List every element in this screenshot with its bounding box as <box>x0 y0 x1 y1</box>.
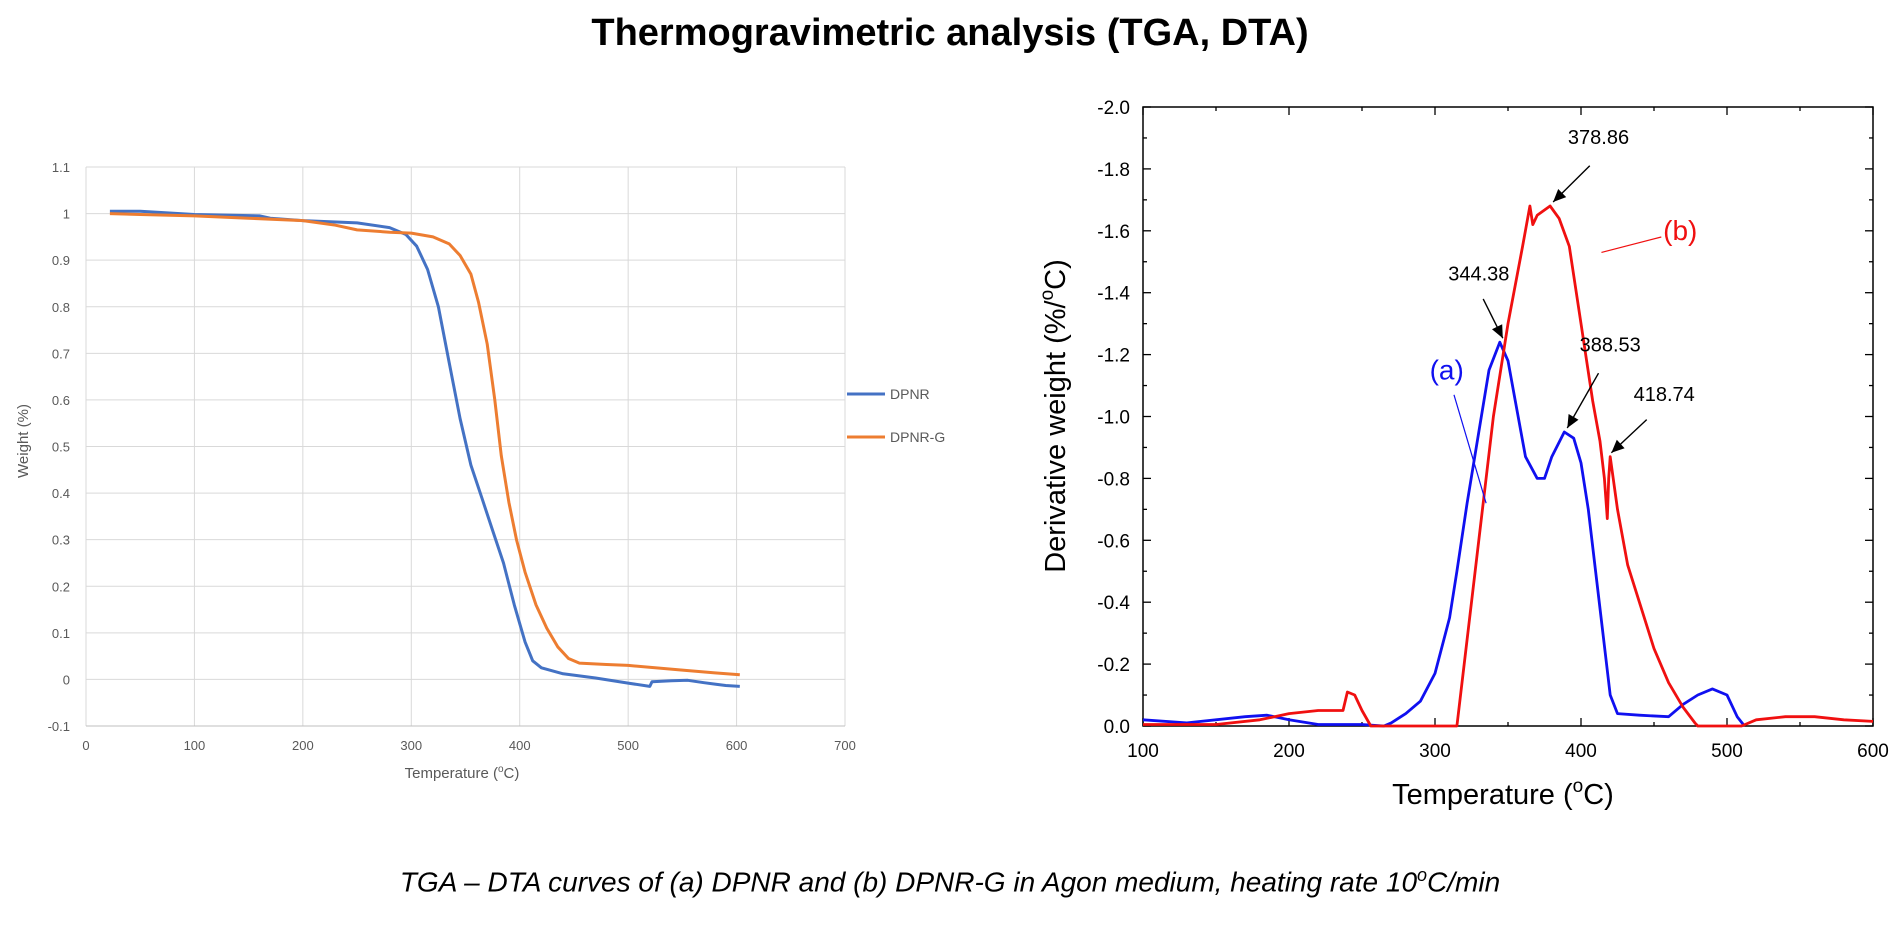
y-tick-label: 0.9 <box>52 253 70 268</box>
tga-series <box>109 209 740 688</box>
annotation-arrowhead <box>1567 414 1579 428</box>
series-label-b-leader <box>1601 236 1662 254</box>
y-tick-label: 0.2 <box>52 579 70 594</box>
x-tick-label: 100 <box>184 738 206 753</box>
tga-chart: 0 100 200 300 400 500 600 700 -0.1 0 0.1 0.2 0.3 0.4 0… <box>15 160 945 782</box>
x-tick-label: 300 <box>400 738 422 753</box>
annotation-arrowhead <box>1492 324 1503 339</box>
series-line-dpnr <box>109 209 740 688</box>
y-tick-label: -1.2 <box>1097 346 1130 367</box>
dta-series <box>1142 204 1874 728</box>
legend-label: DPNR <box>890 386 930 402</box>
y-tick-label: 0.4 <box>52 486 70 501</box>
x-tick-label: 100 <box>1127 741 1159 762</box>
tga-x-axis-label: Temperature (oC) <box>405 764 520 782</box>
y-tick-label: -1.8 <box>1097 160 1130 181</box>
page-title: Thermogravimetric analysis (TGA, DTA) <box>591 12 1309 54</box>
y-tick-label: -0.4 <box>1097 593 1130 614</box>
tga-y-axis-label: Weight (%) <box>15 404 32 478</box>
y-tick-label: 0 <box>63 672 70 687</box>
y-tick-label: -1.4 <box>1097 284 1130 305</box>
figure-caption: TGA – DTA curves of (a) DPNR and (b) DPN… <box>399 865 1501 898</box>
annotation-label: 388.53 <box>1580 335 1641 357</box>
x-tick-label: 500 <box>1711 741 1743 762</box>
x-tick-label: 200 <box>1273 741 1305 762</box>
y-tick-label: 1 <box>63 207 70 222</box>
y-tick-label: 1.1 <box>52 160 70 175</box>
x-tick-label: 600 <box>726 738 748 753</box>
y-tick-label: 0.8 <box>52 300 70 315</box>
x-tick-label: 200 <box>292 738 314 753</box>
y-tick-label: 0.7 <box>52 346 70 361</box>
y-tick-label: -2.0 <box>1097 98 1130 119</box>
x-tick-label: 0 <box>82 738 89 753</box>
annotation-label: 378.86 <box>1568 127 1629 149</box>
dta-axes <box>1142 106 1874 727</box>
dta-tick-labels: 100 200 300 400 500 600 0.0 -0.2 -0.4 -0.6 -0.8 -1.… <box>1097 98 1889 762</box>
x-tick-label: 400 <box>509 738 531 753</box>
y-tick-label: -0.1 <box>48 719 70 734</box>
annotation-arrowhead <box>1553 189 1567 202</box>
y-tick-label: 0.0 <box>1104 717 1130 738</box>
series-line <box>1143 204 1874 728</box>
annotation-label: 344.38 <box>1448 263 1509 285</box>
series-line-dpnr-g <box>109 212 740 677</box>
dta-chart: 100 200 300 400 500 600 0.0 -0.2 -0.4 -0.6 -0.8 -1.… <box>1037 98 1889 811</box>
tga-legend: DPNR DPNR-G <box>847 386 945 445</box>
annotation-label: 418.74 <box>1634 384 1695 406</box>
x-tick-label: 400 <box>1565 741 1597 762</box>
y-tick-label: 0.6 <box>52 393 70 408</box>
series-label-a-leader <box>1453 394 1487 504</box>
dta-x-axis-label: Temperature (oC) <box>1392 776 1614 811</box>
y-tick-label: -0.8 <box>1097 469 1130 490</box>
series-label-a: (a) <box>1430 354 1464 385</box>
y-tick-label: -0.6 <box>1097 531 1130 552</box>
dta-y-axis-label: Derivative weight (%/oC) <box>1037 259 1072 573</box>
x-tick-label: 500 <box>617 738 639 753</box>
legend-label: DPNR-G <box>890 429 945 445</box>
plot-frame <box>1142 106 1874 727</box>
y-tick-label: 0.5 <box>52 440 70 455</box>
annotation-arrowhead <box>1611 439 1625 453</box>
y-tick-label: -1.6 <box>1097 222 1130 243</box>
y-tick-label: -0.2 <box>1097 655 1130 676</box>
dta-annotations: (a) (b) 344.38 378.86 388.53 418.74 <box>1430 127 1697 504</box>
x-tick-label: 300 <box>1419 741 1451 762</box>
y-tick-label: 0.3 <box>52 533 70 548</box>
series-label-b: (b) <box>1663 215 1697 246</box>
x-tick-label: 600 <box>1857 741 1889 762</box>
y-tick-label: 0.1 <box>52 626 70 641</box>
y-tick-label: -1.0 <box>1097 408 1130 429</box>
x-tick-label: 700 <box>834 738 856 753</box>
tga-tick-labels: 0 100 200 300 400 500 600 700 -0.1 0 0.1 0.2 0.3 0.4 0… <box>48 160 856 753</box>
